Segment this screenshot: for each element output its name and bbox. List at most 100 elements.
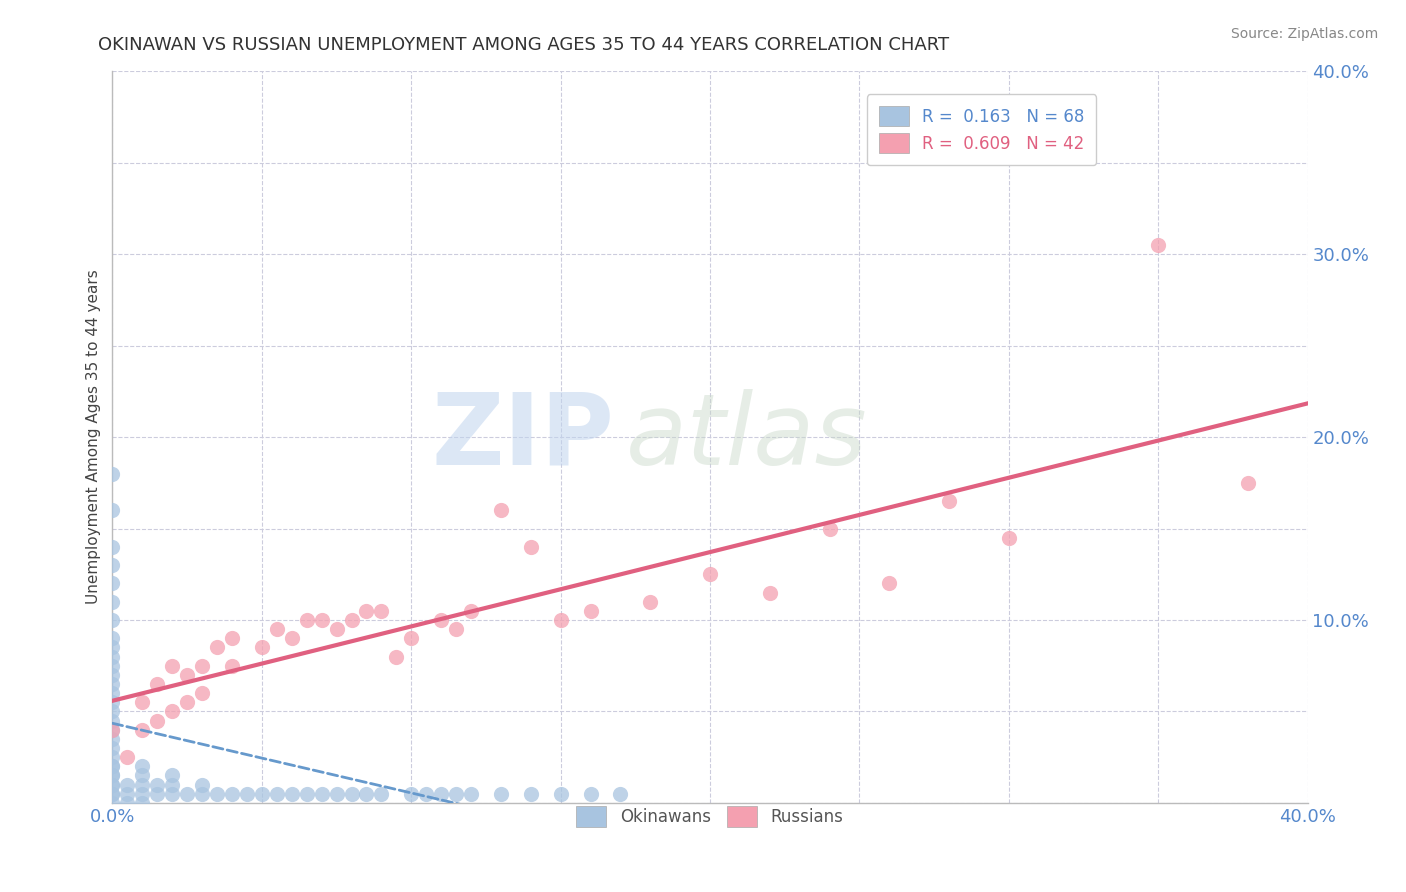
Point [101, 695, 124, 709]
Point [250, 640, 273, 655]
Point [101, 558, 124, 573]
Y-axis label: Unemployment Among Ages 35 to 44 years: Unemployment Among Ages 35 to 44 years [86, 269, 101, 605]
Point [176, 787, 198, 801]
Point [101, 613, 124, 627]
Point [117, 750, 139, 764]
Point [101, 467, 124, 481]
Point [281, 787, 304, 801]
Point [1237, 475, 1260, 490]
Point [101, 759, 124, 773]
Point [101, 705, 124, 719]
Point [146, 787, 169, 801]
Point [266, 787, 288, 801]
Point [415, 787, 437, 801]
Point [938, 494, 960, 508]
Point [266, 622, 288, 636]
Point [356, 604, 378, 618]
Point [340, 787, 363, 801]
Point [191, 658, 214, 673]
Point [117, 787, 139, 801]
Point [131, 787, 153, 801]
Text: Source: ZipAtlas.com: Source: ZipAtlas.com [1230, 27, 1378, 41]
Point [1147, 238, 1170, 252]
Point [101, 640, 124, 655]
Point [101, 796, 124, 810]
Point [101, 787, 124, 801]
Point [176, 667, 198, 681]
Point [444, 622, 467, 636]
Point [101, 594, 124, 608]
Point [101, 731, 124, 746]
Point [101, 632, 124, 646]
Text: ZIP: ZIP [432, 389, 614, 485]
Point [191, 686, 214, 700]
Point [325, 622, 347, 636]
Point [162, 705, 183, 719]
Point [370, 604, 392, 618]
Point [101, 778, 124, 792]
Point [176, 695, 198, 709]
Point [311, 613, 333, 627]
Point [460, 604, 482, 618]
Point [221, 787, 243, 801]
Point [131, 723, 153, 737]
Point [205, 640, 228, 655]
Point [117, 796, 139, 810]
Point [520, 540, 543, 554]
Point [281, 632, 304, 646]
Point [640, 594, 662, 608]
Point [101, 658, 124, 673]
Point [101, 576, 124, 591]
Point [430, 787, 453, 801]
Point [101, 686, 124, 700]
Point [101, 503, 124, 517]
Text: atlas: atlas [627, 389, 868, 485]
Point [146, 677, 169, 691]
Point [117, 778, 139, 792]
Point [759, 585, 782, 599]
Point [401, 787, 423, 801]
Point [146, 714, 169, 728]
Point [489, 503, 512, 517]
Point [340, 613, 363, 627]
Point [444, 787, 467, 801]
Point [101, 787, 124, 801]
Point [191, 778, 214, 792]
Point [370, 787, 392, 801]
Point [430, 613, 453, 627]
Point [131, 695, 153, 709]
Legend: Okinawans, Russians: Okinawans, Russians [565, 795, 855, 838]
Point [162, 658, 183, 673]
Point [131, 768, 153, 782]
Point [250, 787, 273, 801]
Point [550, 613, 572, 627]
Point [131, 778, 153, 792]
Point [101, 778, 124, 792]
Point [131, 759, 153, 773]
Point [101, 723, 124, 737]
Point [191, 787, 214, 801]
Point [295, 613, 318, 627]
Point [699, 567, 721, 582]
Point [101, 540, 124, 554]
Point [162, 787, 183, 801]
Point [131, 796, 153, 810]
Point [550, 787, 572, 801]
Point [205, 787, 228, 801]
Point [401, 632, 423, 646]
Text: OKINAWAN VS RUSSIAN UNEMPLOYMENT AMONG AGES 35 TO 44 YEARS CORRELATION CHART: OKINAWAN VS RUSSIAN UNEMPLOYMENT AMONG A… [98, 36, 949, 54]
Point [311, 787, 333, 801]
Point [520, 787, 543, 801]
Point [101, 768, 124, 782]
Point [579, 604, 602, 618]
Point [101, 714, 124, 728]
Point [221, 658, 243, 673]
Point [879, 576, 901, 591]
Point [101, 750, 124, 764]
Point [356, 787, 378, 801]
Point [162, 768, 183, 782]
Point [221, 632, 243, 646]
Point [101, 723, 124, 737]
Point [818, 521, 841, 535]
Point [101, 677, 124, 691]
